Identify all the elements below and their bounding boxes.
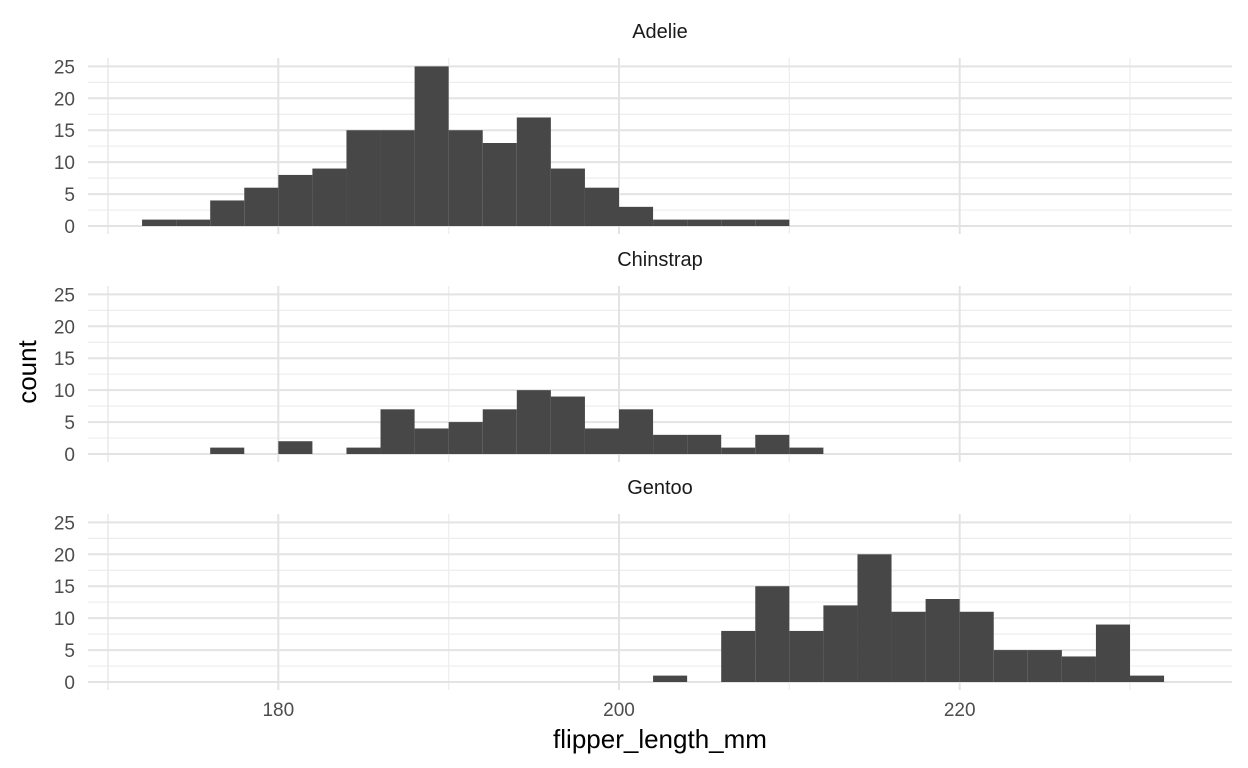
histogram-bar — [584, 428, 619, 454]
histogram-bar — [278, 174, 313, 226]
panel-chinstrap: Chinstrap 0 5 10 15 20 25 — [54, 249, 1232, 466]
histogram-bar — [789, 447, 824, 454]
histogram-bar — [176, 219, 211, 226]
y-tick-label: 0 — [64, 217, 75, 238]
histogram-bar — [1061, 656, 1096, 682]
histogram-bar — [210, 447, 245, 454]
histogram-bar — [755, 219, 790, 226]
histogram-bar — [482, 409, 517, 454]
histogram-bar — [653, 434, 688, 454]
x-tick-label: 220 — [944, 700, 976, 721]
histogram-bar — [142, 219, 177, 226]
histogram-bar — [448, 130, 483, 226]
histogram-bar — [346, 130, 381, 226]
y-tick-label: 15 — [54, 577, 75, 598]
histogram-bar — [346, 447, 381, 454]
histogram-bar — [278, 441, 313, 454]
facet-label-gentoo: Gentoo — [627, 477, 693, 499]
histogram-bar — [380, 130, 415, 226]
histogram-bar — [619, 206, 654, 226]
histogram-bar — [550, 396, 585, 454]
histogram-bar — [584, 187, 619, 226]
y-tick-label: 20 — [54, 317, 75, 338]
histogram-bar — [755, 586, 790, 682]
histogram-bar — [687, 219, 722, 226]
x-tick-label: 200 — [603, 700, 635, 721]
y-tick-label: 15 — [54, 349, 75, 370]
histogram-bar — [516, 117, 551, 226]
histogram-bar — [857, 554, 892, 682]
histogram-bar — [1027, 650, 1062, 682]
histogram-bar — [1095, 624, 1130, 682]
x-axis-title: flipper_length_mm — [553, 724, 767, 754]
y-tick-label: 20 — [54, 545, 75, 566]
histogram-bar — [755, 434, 790, 454]
y-tick-label: 25 — [54, 513, 75, 534]
histogram-bar — [550, 168, 585, 226]
y-tick-label: 0 — [64, 445, 75, 466]
histogram-bar — [244, 187, 279, 226]
histogram-bar — [210, 200, 245, 226]
y-tick-label: 10 — [54, 153, 75, 174]
x-tick-label: 180 — [262, 700, 294, 721]
histogram-bar — [993, 650, 1028, 682]
y-axis-title: count — [12, 339, 42, 403]
histogram-bar — [721, 447, 756, 454]
y-tick-label: 25 — [54, 285, 75, 306]
histogram-bar — [414, 66, 449, 226]
histogram-bar — [925, 599, 960, 682]
histogram-bar — [1130, 675, 1165, 682]
histogram-bar — [312, 168, 347, 226]
histogram-bar — [414, 428, 449, 454]
histogram-bar — [380, 409, 415, 454]
y-tick-label: 5 — [64, 413, 75, 434]
y-tick-label: 20 — [54, 89, 75, 110]
histogram-bar — [891, 611, 926, 682]
y-tick-label: 5 — [64, 185, 75, 206]
y-tick-label: 25 — [54, 57, 75, 78]
histogram-bar — [721, 219, 756, 226]
histogram-bar — [959, 611, 994, 682]
histogram-bar — [823, 605, 858, 682]
facet-label-adelie: Adelie — [632, 21, 688, 43]
histogram-bar — [789, 630, 824, 682]
histogram-bar — [448, 422, 483, 454]
facet-label-chinstrap: Chinstrap — [617, 249, 703, 271]
panel-gentoo: Gentoo 0 5 10 15 20 25 — [54, 477, 1232, 694]
histogram-bar — [653, 219, 688, 226]
y-tick-label: 10 — [54, 381, 75, 402]
y-tick-label: 15 — [54, 121, 75, 142]
panel-adelie: Adelie 0 5 10 15 20 25 — [54, 21, 1232, 238]
histogram-bar — [482, 143, 517, 226]
histogram-bar — [687, 434, 722, 454]
histogram-bar — [721, 630, 756, 682]
histogram-bar — [653, 675, 688, 682]
histogram-bar — [516, 390, 551, 454]
y-tick-label: 10 — [54, 609, 75, 630]
y-tick-label: 5 — [64, 641, 75, 662]
y-tick-label: 0 — [64, 673, 75, 694]
histogram-bar — [619, 409, 654, 454]
